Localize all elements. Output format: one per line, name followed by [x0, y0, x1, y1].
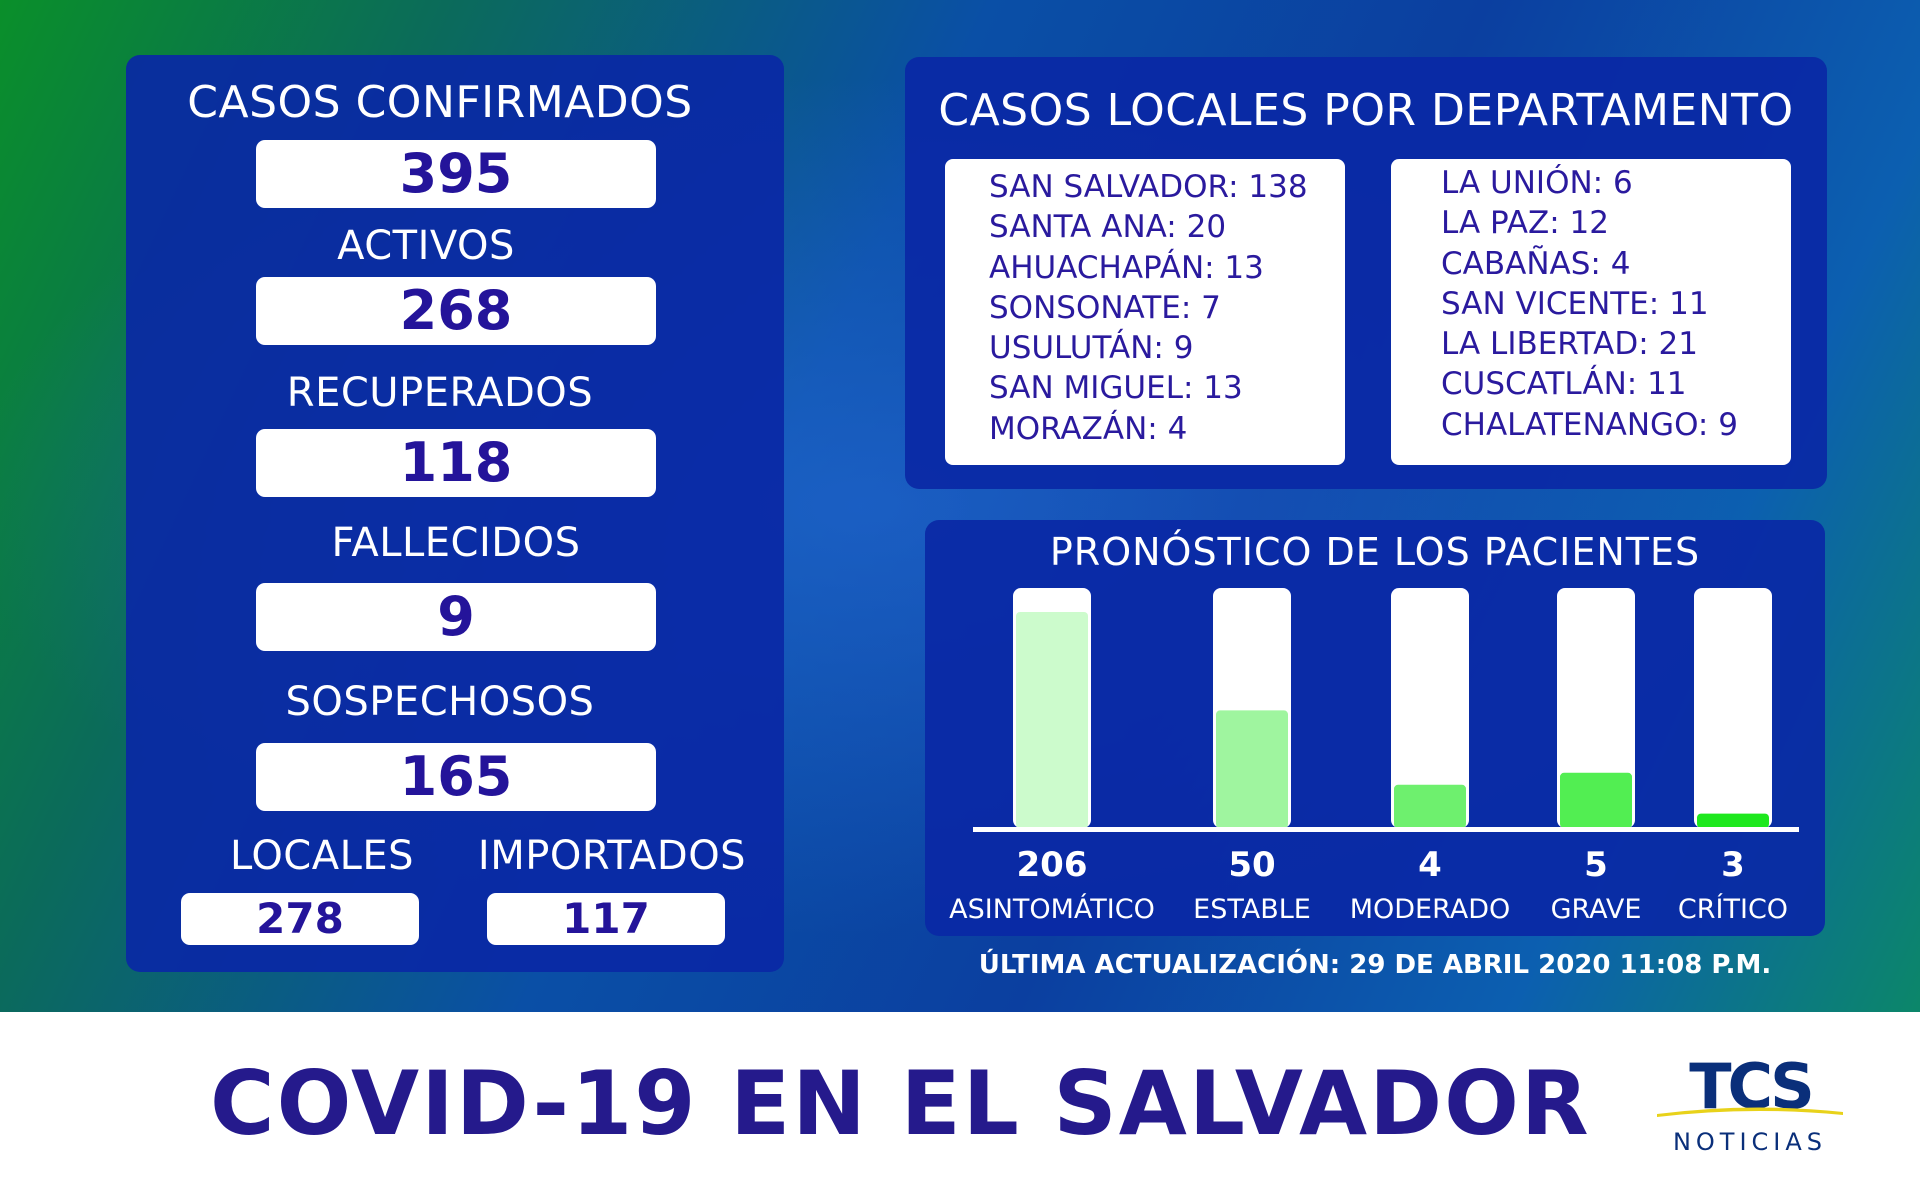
department-item: SAN MIGUEL: 13 [989, 370, 1243, 407]
bar [1560, 772, 1632, 828]
footer: COVID-19 EN EL SALVADOR TCS NOTICIAS [0, 1012, 1920, 1200]
prognosis-chart: 206 ASINTOMÁTICO 50 ESTABLE 4 MODERADO 5 GRAVE 3… [949, 588, 1799, 925]
department-item: MORAZÁN: 4 [989, 410, 1188, 447]
footer-title: COVID-19 EN EL SALVADOR [210, 1052, 1591, 1155]
bar-track [1391, 588, 1469, 828]
bar-value-label: 50 [1228, 845, 1275, 885]
chart-title: PRONÓSTICO DE LOS PACIENTES [1049, 530, 1701, 574]
suspected-value: 165 [256, 743, 656, 811]
last-update: ÚLTIMA ACTUALIZACIÓN: 29 DE ABRIL 2020 1… [978, 950, 1772, 980]
bar-value-label: 5 [1584, 845, 1608, 885]
logo-swoosh-icon [1657, 1107, 1843, 1117]
bar [1216, 710, 1288, 828]
bar-track [1694, 588, 1772, 828]
confirmed-value: 395 [256, 140, 656, 208]
imported-label: IMPORTADOS [477, 833, 747, 879]
department-item: LA LIBERTAD: 21 [1441, 326, 1698, 363]
bar-track [1557, 588, 1635, 828]
tcs-logo: TCS NOTICIAS [1645, 1054, 1855, 1164]
department-item: CHALATENANGO: 9 [1441, 406, 1738, 443]
departments-list-left: SAN SALVADOR: 138 SANTA ANA: 20 AHUACHAPÁN… [989, 167, 1308, 449]
recovered-label: RECUPERADOS [286, 370, 594, 416]
local-label: LOCALES [229, 833, 415, 879]
confirmed-label: CASOS CONFIRMADOS [187, 77, 693, 128]
recovered-value: 118 [256, 429, 656, 497]
category-label: CRÍTICO [1678, 893, 1788, 925]
category-label: ASINTOMÁTICO [949, 893, 1155, 925]
bar [1016, 612, 1088, 828]
deceased-value: 9 [256, 583, 656, 651]
suspected-label: SOSPECHOSOS [285, 679, 595, 725]
department-item: SAN SALVADOR: 138 [989, 169, 1308, 205]
department-item: SONSONATE: 7 [989, 289, 1221, 326]
department-item: AHUACHAPÁN: 13 [989, 249, 1264, 286]
category-label: GRAVE [1551, 894, 1642, 925]
departments-title: CASOS LOCALES POR DEPARTAMENTO [938, 85, 1794, 136]
bar-value-label: 4 [1418, 845, 1442, 885]
active-label: ACTIVOS [337, 223, 515, 269]
department-item: LA PAZ: 12 [1441, 205, 1609, 242]
prognosis-panel: PRONÓSTICO DE LOS PACIENTES 206 ASINTOMÁT… [925, 520, 1825, 936]
bar [1697, 813, 1769, 828]
department-item: CUSCATLÁN: 11 [1441, 366, 1687, 403]
department-item: CABAÑAS: 4 [1441, 245, 1631, 282]
departments-list-right: LA UNIÓN: 6 LA PAZ: 12 CABAÑAS: 4 SAN VICEN… [1441, 163, 1738, 445]
local-value: 278 [181, 893, 419, 945]
department-item: USULUTÁN: 9 [989, 330, 1194, 367]
department-item: LA UNIÓN: 6 [1441, 165, 1633, 201]
imported-value: 117 [487, 893, 725, 945]
bar-value-label: 3 [1721, 845, 1745, 885]
departments-panel: CASOS LOCALES POR DEPARTAMENTO SAN SALVA… [905, 57, 1827, 489]
department-item: SAN VICENTE: 11 [1441, 285, 1709, 322]
bar-value-label: 206 [1017, 845, 1088, 885]
departments-card-left: SAN SALVADOR: 138 SANTA ANA: 20 AHUACHAPÁN… [945, 159, 1345, 465]
department-item: SANTA ANA: 20 [989, 209, 1227, 246]
summary-panel: CASOS CONFIRMADOS 395 ACTIVOS 268 RECUPE… [126, 55, 784, 972]
active-value: 268 [256, 277, 656, 345]
logo-subtitle: NOTICIAS [1672, 1128, 1828, 1156]
departments-card-right: LA UNIÓN: 6 LA PAZ: 12 CABAÑAS: 4 SAN VICEN… [1391, 159, 1791, 465]
category-label: ESTABLE [1193, 894, 1311, 925]
category-label: MODERADO [1350, 894, 1511, 925]
deceased-label: FALLECIDOS [331, 520, 581, 566]
chart-baseline [973, 827, 1799, 832]
bar [1394, 784, 1466, 828]
